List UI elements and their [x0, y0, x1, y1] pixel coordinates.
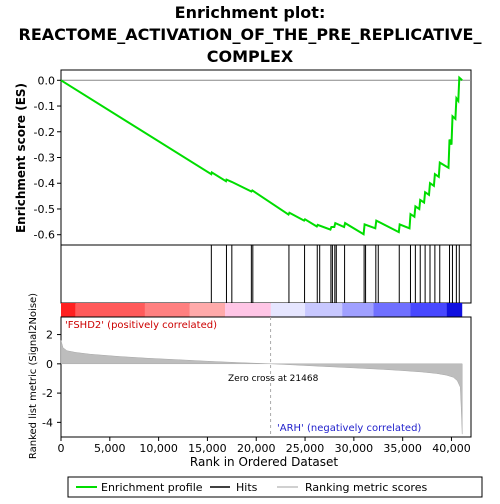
ranking-metric-area: [60, 340, 463, 435]
metric-y-label: Ranked list metric (Signal2Noise): [28, 293, 39, 459]
enrichment-profile-line: [60, 75, 463, 236]
x-tick-label: 25,000: [286, 442, 325, 455]
chart-title-line2: REACTOME_ACTIVATION_OF_THE_PRE_REPLICATI…: [19, 25, 482, 44]
hits-panel: [60, 244, 472, 304]
es-tick-label: -0.4: [34, 177, 55, 190]
x-tick-label: 15,000: [188, 442, 227, 455]
hits-layer: [210, 245, 460, 303]
rank-color-band: [61, 303, 463, 317]
zero-cross-label: Zero cross at 21468: [228, 374, 319, 384]
legend: Enrichment profile Hits Ranking metric s…: [67, 476, 483, 498]
x-tick-label: 0: [58, 442, 65, 455]
band-segment: [446, 303, 463, 317]
es-y-label: Enrichment score (ES): [14, 83, 28, 233]
es-tick-label: -0.3: [34, 152, 55, 165]
metric-tick-label: -2: [42, 387, 53, 400]
x-tick-label: 5,000: [94, 442, 126, 455]
es-panel: [60, 69, 472, 246]
metric-tick-label: -4: [42, 416, 53, 429]
es-tick-label: -0.6: [34, 229, 55, 242]
band-segment: [305, 303, 343, 317]
x-tick-label: 40,000: [432, 442, 471, 455]
es-axis: 0.0 -0.1 -0.2 -0.3 -0.4 -0.5 -0.6: [34, 74, 471, 242]
es-tick-label: 0.0: [38, 74, 56, 87]
negative-label: 'ARH' (negatively correlated): [277, 423, 421, 434]
band-segment: [189, 303, 225, 317]
es-tick-label: -0.5: [34, 203, 55, 216]
band-segment: [144, 303, 190, 317]
es-tick-label: -0.2: [34, 126, 55, 139]
legend-box: [67, 476, 483, 498]
positive-label: 'FSHD2' (positively correlated): [65, 320, 217, 331]
band-segment: [61, 303, 76, 317]
legend-profile-label: Enrichment profile: [101, 481, 203, 494]
chart-title-line1: Enrichment plot:: [175, 3, 326, 22]
chart-title-line3: COMPLEX: [207, 47, 294, 66]
x-axis-label: Rank in Ordered Dataset: [190, 455, 338, 469]
x-tick-label: 20,000: [237, 442, 276, 455]
metric-tick-label: 2: [46, 329, 53, 342]
band-segment: [225, 303, 271, 317]
metric-layer: 2 0 -2 -4: [42, 317, 463, 437]
x-axis: 0 5,000 10,000 15,000 20,000 25,000 30,000 35,0…: [58, 437, 471, 455]
band-segment: [373, 303, 411, 317]
legend-metric-label: Ranking metric scores: [305, 481, 427, 494]
band-segment: [410, 303, 447, 317]
metric-tick-label: 0: [46, 358, 53, 371]
band-segment: [270, 303, 306, 317]
es-tick-label: -0.1: [34, 100, 55, 113]
band-segment: [342, 303, 374, 317]
x-tick-label: 35,000: [383, 442, 422, 455]
x-tick-label: 10,000: [139, 442, 178, 455]
metric-panel: [60, 316, 472, 438]
legend-hits-label: Hits: [236, 481, 258, 494]
x-tick-label: 30,000: [335, 442, 374, 455]
band-segment: [75, 303, 145, 317]
